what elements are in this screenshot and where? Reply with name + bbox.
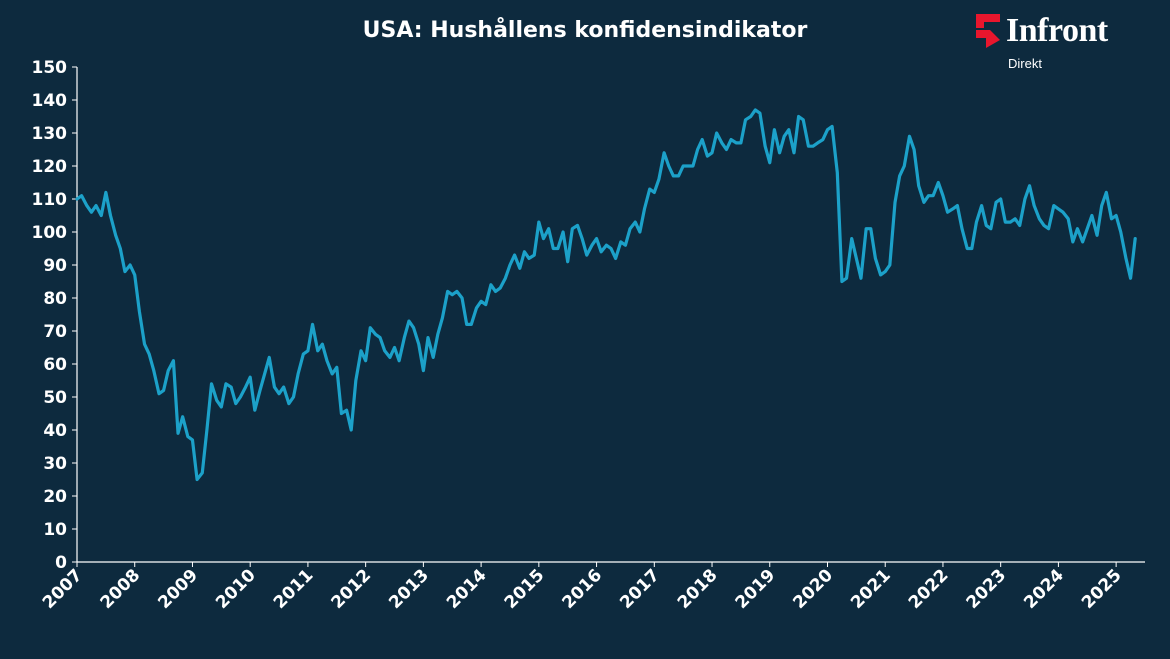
- y-tick-label: 90: [43, 256, 67, 276]
- x-tick-label: 2024: [1020, 565, 1068, 613]
- y-tick-label: 20: [43, 487, 67, 507]
- x-tick-label: 2022: [905, 565, 953, 613]
- infront-logo-icon: [976, 14, 1000, 48]
- x-tick-label: 2014: [443, 565, 491, 613]
- x-axis: 2007 2008 2009 2010 2011 2012 2013 2014 2015 2016…: [39, 561, 1145, 613]
- chart-title: USA: Hushållens konfidensindikator: [362, 18, 808, 43]
- y-axis: 0 10 20 30 40 50 60 70 80 90 100 110 120 130 140 150: [32, 58, 78, 573]
- x-tick-label: 2025: [1078, 565, 1126, 613]
- x-tick-label: 2011: [270, 565, 318, 613]
- x-tick-label: 2009: [154, 565, 202, 613]
- x-tick-label: 2018: [674, 565, 722, 613]
- y-tick-label: 50: [43, 388, 67, 408]
- x-tick-label: 2015: [501, 565, 549, 613]
- y-tick-label: 130: [32, 124, 68, 144]
- series-group: [75, 108, 1137, 482]
- infront-logo: Infront Direkt: [976, 12, 1156, 74]
- y-tick-label: 80: [43, 289, 67, 309]
- series-line: [75, 108, 1137, 482]
- y-tick-label: 150: [32, 58, 68, 78]
- x-tick-label: 2020: [789, 565, 837, 613]
- x-tick-label: 2017: [616, 565, 664, 613]
- logo-subtitle: Direkt: [1008, 56, 1042, 71]
- logo-wordmark: Infront: [1006, 12, 1108, 49]
- x-tick-label: 2010: [212, 565, 260, 613]
- x-tick-label: 2023: [963, 565, 1011, 613]
- x-tick-label: 2013: [385, 565, 433, 613]
- y-tick-label: 10: [43, 520, 67, 540]
- y-tick-label: 120: [32, 157, 68, 177]
- x-tick-label: 2012: [328, 565, 376, 613]
- y-tick-label: 0: [55, 553, 67, 573]
- x-tick-label: 2016: [558, 565, 606, 613]
- x-tick-label: 2019: [732, 565, 780, 613]
- y-tick-label: 40: [43, 421, 67, 441]
- y-tick-label: 60: [43, 355, 67, 375]
- y-tick-label: 100: [32, 223, 68, 243]
- x-tick-label: 2008: [97, 565, 145, 613]
- y-tick-label: 110: [32, 190, 68, 210]
- x-tick-label: 2021: [847, 565, 895, 613]
- y-tick-label: 30: [43, 454, 67, 474]
- y-tick-label: 70: [43, 322, 67, 342]
- y-tick-label: 140: [32, 91, 68, 111]
